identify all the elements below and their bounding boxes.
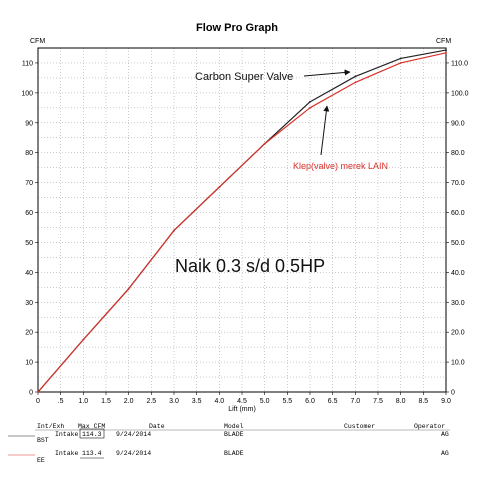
x-tick-label: 1.5 bbox=[101, 398, 111, 405]
row1-max-cfm-box bbox=[79, 428, 105, 439]
y-tick-label-left: 30 bbox=[25, 300, 33, 307]
row1-date: 9/24/2014 bbox=[116, 431, 151, 438]
header-date: Date bbox=[149, 423, 165, 430]
header-model: Model bbox=[224, 423, 244, 430]
y-tick-label-left: 70 bbox=[25, 180, 33, 187]
chart-title: Flow Pro Graph bbox=[196, 22, 278, 34]
row1-int-exh: Intake bbox=[55, 431, 79, 438]
x-tick-label: 3.5 bbox=[192, 398, 202, 405]
x-tick-label: 5.0 bbox=[260, 398, 270, 405]
x-tick-label: 7.0 bbox=[350, 398, 360, 405]
series-2-point bbox=[218, 186, 221, 188]
series-2-point bbox=[399, 62, 402, 64]
series-2-point bbox=[263, 142, 266, 145]
x-tick-label: 7.5 bbox=[373, 398, 383, 405]
x-tick-label: .5 bbox=[58, 398, 64, 405]
series-1-point bbox=[309, 100, 311, 103]
series-2-point bbox=[82, 338, 85, 341]
y-tick-label-right: 40.0 bbox=[451, 270, 465, 277]
y-tick-label-left: 80 bbox=[25, 150, 33, 157]
y-tick-label-right: 70.0 bbox=[451, 180, 465, 187]
series-group bbox=[37, 49, 447, 393]
x-tick-label: 4.0 bbox=[214, 398, 224, 405]
y-tick-label-right: 20.0 bbox=[451, 330, 465, 337]
x-axis-label: Lift (mm) bbox=[228, 406, 256, 413]
row1-model: BLADE bbox=[224, 431, 244, 438]
row1-sub: BST bbox=[37, 437, 49, 444]
row1-operator: AG bbox=[441, 431, 449, 438]
row1-max-cfm: 114.3 bbox=[82, 431, 102, 438]
series-line-2 bbox=[37, 52, 447, 393]
y-unit-right: CFM bbox=[436, 38, 451, 45]
x-tick-label: 0 bbox=[36, 398, 40, 405]
series-2-point bbox=[354, 81, 357, 84]
header-customer: Customer bbox=[344, 423, 375, 430]
y-tick-label-left: 50 bbox=[25, 240, 33, 247]
annotation-naik-hp: Naik 0.3 s/d 0.5HP bbox=[175, 256, 325, 276]
row2-max-cfm: 113.4 bbox=[82, 450, 102, 457]
y-tick-label-left: 20 bbox=[25, 330, 33, 337]
header-operator: Operator bbox=[414, 423, 445, 430]
y-tick-label-left: 90 bbox=[25, 120, 33, 127]
series-2-point bbox=[37, 391, 39, 393]
arrow-klep-valve-lain bbox=[320, 105, 330, 156]
series-1-point bbox=[399, 57, 402, 60]
results-table: Int/Exh Max CFM Date Model Customer Oper… bbox=[8, 423, 450, 464]
y-tick-label-left: 0 bbox=[29, 390, 33, 397]
y-unit-left: CFM bbox=[30, 38, 45, 45]
y-axis-left-ticks: 0 10 20 30 40 50 60 70 80 90 100 110 bbox=[21, 60, 38, 397]
row2-date: 9/24/2014 bbox=[116, 450, 151, 457]
y-axis-right-ticks: 0 10.0 20.0 30.0 40.0 50.0 60.0 70.0 80.0 90.0 100… bbox=[446, 60, 469, 397]
x-tick-label: 5.5 bbox=[282, 398, 292, 405]
row2-operator: AG bbox=[441, 450, 449, 457]
series-1-point bbox=[354, 75, 357, 78]
row2-sub: EE bbox=[37, 457, 45, 464]
annotation-klep-valve-lain: Klep(valve) merek LAIN bbox=[293, 161, 388, 171]
y-tick-label-right: 30.0 bbox=[451, 300, 465, 307]
x-tick-label: 6.0 bbox=[305, 398, 315, 405]
y-tick-label-right: 60.0 bbox=[451, 210, 465, 217]
y-tick-label-right: 110.0 bbox=[451, 60, 468, 67]
series-line-1 bbox=[37, 49, 447, 393]
annotation-carbon-super-valve: Carbon Super Valve bbox=[195, 71, 293, 83]
series-2-point bbox=[309, 106, 311, 109]
x-tick-label: 6.5 bbox=[328, 398, 338, 405]
y-tick-label-right: 0 bbox=[451, 390, 455, 397]
row2-model: BLADE bbox=[224, 450, 244, 457]
y-tick-label-right: 100.0 bbox=[451, 90, 469, 97]
x-tick-label: 8.5 bbox=[418, 398, 428, 405]
x-tick-label: 9.0 bbox=[441, 398, 451, 405]
y-tick-label-left: 60 bbox=[25, 210, 33, 217]
y-tick-label-right: 90.0 bbox=[451, 120, 465, 127]
row2-int-exh: Intake bbox=[55, 450, 79, 457]
y-tick-label-right: 80.0 bbox=[451, 150, 465, 157]
x-tick-label: 1.0 bbox=[78, 398, 88, 405]
y-tick-label-left: 40 bbox=[25, 270, 33, 277]
x-tick-label: 2.5 bbox=[146, 398, 156, 405]
x-tick-label: 2.0 bbox=[124, 398, 134, 405]
x-tick-label: 4.5 bbox=[237, 398, 247, 405]
series-1-point bbox=[445, 49, 447, 51]
y-tick-label-left: 110 bbox=[22, 60, 33, 67]
series-2-point bbox=[445, 51, 447, 54]
arrow-carbon-super-valve bbox=[303, 69, 351, 77]
header-max-cfm: Max CFM bbox=[78, 423, 105, 430]
y-tick-label-right: 50.0 bbox=[451, 240, 465, 247]
series-2-point bbox=[127, 287, 130, 290]
series-2-point bbox=[173, 229, 175, 232]
grid bbox=[38, 48, 446, 392]
x-axis-ticks: 0 .5 1.0 1.5 2.0 2.5 3.0 3.5 4.0 4.5 5.0 5.5 6.0 6.5 7… bbox=[36, 392, 451, 405]
y-tick-label-right: 10.0 bbox=[451, 360, 465, 367]
header-int-exh: Int/Exh bbox=[37, 423, 64, 430]
x-tick-label: 8.0 bbox=[396, 398, 406, 405]
y-tick-label-left: 10 bbox=[25, 360, 33, 367]
x-tick-label: 3.0 bbox=[169, 398, 179, 405]
y-tick-label-left: 100 bbox=[21, 90, 33, 97]
